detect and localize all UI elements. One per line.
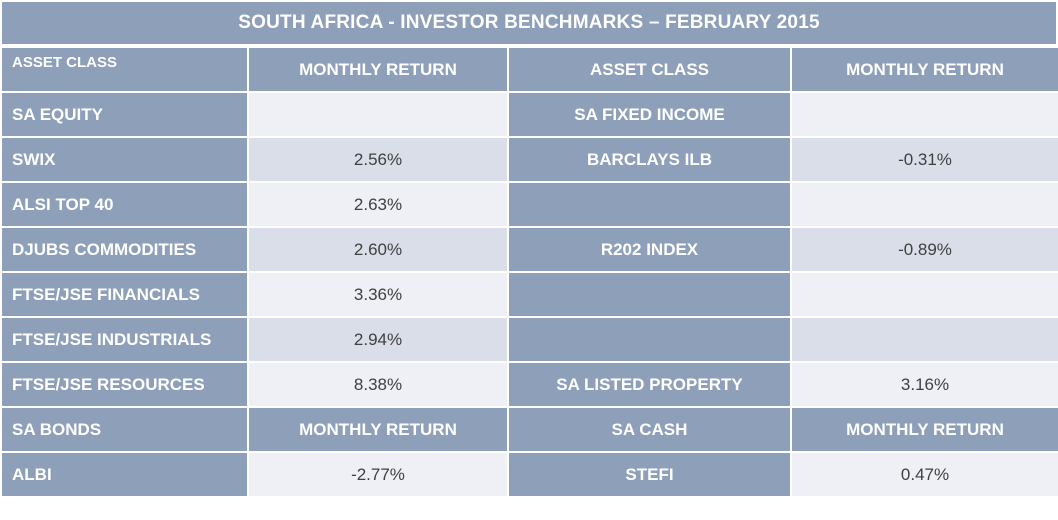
table-title: SOUTH AFRICA - INVESTOR BENCHMARKS – FEB… <box>2 2 1056 44</box>
table-row: ALSI TOP 40 2.63% <box>2 183 1058 226</box>
row-value-right: 3.16% <box>792 363 1058 406</box>
subheader-left-return: MONTHLY RETURN <box>249 408 507 451</box>
header-right-asset-class: ASSET CLASS <box>509 48 790 91</box>
row-value-left: 2.60% <box>249 228 507 271</box>
subheader-right-return: MONTHLY RETURN <box>792 408 1058 451</box>
header-left-asset-class: ASSET CLASS <box>2 48 247 91</box>
benchmarks-table: ASSET CLASS MONTHLY RETURN ASSET CLASS M… <box>0 46 1058 498</box>
row-value-left <box>249 93 507 136</box>
table-row: SWIX 2.56% BARCLAYS ILB -0.31% <box>2 138 1058 181</box>
row-value-left: 2.94% <box>249 318 507 361</box>
row-value-left: 8.38% <box>249 363 507 406</box>
row-value-right: 0.47% <box>792 453 1058 496</box>
row-label-left: FTSE/JSE INDUSTRIALS <box>2 318 247 361</box>
row-label-right <box>509 318 790 361</box>
row-label-left: SWIX <box>2 138 247 181</box>
row-label-left: FTSE/JSE FINANCIALS <box>2 273 247 316</box>
header-right-monthly-return: MONTHLY RETURN <box>792 48 1058 91</box>
row-label-left: SA EQUITY <box>2 93 247 136</box>
subheader-row: SA BONDS MONTHLY RETURN SA CASH MONTHLY … <box>2 408 1058 451</box>
row-value-right <box>792 93 1058 136</box>
row-label-left: ALBI <box>2 453 247 496</box>
row-value-left: 3.36% <box>249 273 507 316</box>
row-label-right: STEFI <box>509 453 790 496</box>
row-value-left: 2.56% <box>249 138 507 181</box>
row-label-right: R202 INDEX <box>509 228 790 271</box>
row-value-right: -0.31% <box>792 138 1058 181</box>
table-row: FTSE/JSE INDUSTRIALS 2.94% <box>2 318 1058 361</box>
row-value-right <box>792 183 1058 226</box>
row-label-right: SA LISTED PROPERTY <box>509 363 790 406</box>
row-value-left: 2.63% <box>249 183 507 226</box>
row-label-right <box>509 183 790 226</box>
table-row: SA EQUITY SA FIXED INCOME <box>2 93 1058 136</box>
row-label-right: SA FIXED INCOME <box>509 93 790 136</box>
row-label-left: ALSI TOP 40 <box>2 183 247 226</box>
row-label-right <box>509 273 790 316</box>
table-row: FTSE/JSE RESOURCES 8.38% SA LISTED PROPE… <box>2 363 1058 406</box>
table-row: ALBI -2.77% STEFI 0.47% <box>2 453 1058 496</box>
row-label-left: FTSE/JSE RESOURCES <box>2 363 247 406</box>
subheader-right-asset: SA CASH <box>509 408 790 451</box>
row-value-right <box>792 273 1058 316</box>
row-value-right: -0.89% <box>792 228 1058 271</box>
header-left-monthly-return: MONTHLY RETURN <box>249 48 507 91</box>
header-row: ASSET CLASS MONTHLY RETURN ASSET CLASS M… <box>2 48 1058 91</box>
row-value-right <box>792 318 1058 361</box>
table-row: FTSE/JSE FINANCIALS 3.36% <box>2 273 1058 316</box>
subheader-left-asset: SA BONDS <box>2 408 247 451</box>
row-value-left: -2.77% <box>249 453 507 496</box>
row-label-right: BARCLAYS ILB <box>509 138 790 181</box>
table-row: DJUBS COMMODITIES 2.60% R202 INDEX -0.89… <box>2 228 1058 271</box>
row-label-left: DJUBS COMMODITIES <box>2 228 247 271</box>
